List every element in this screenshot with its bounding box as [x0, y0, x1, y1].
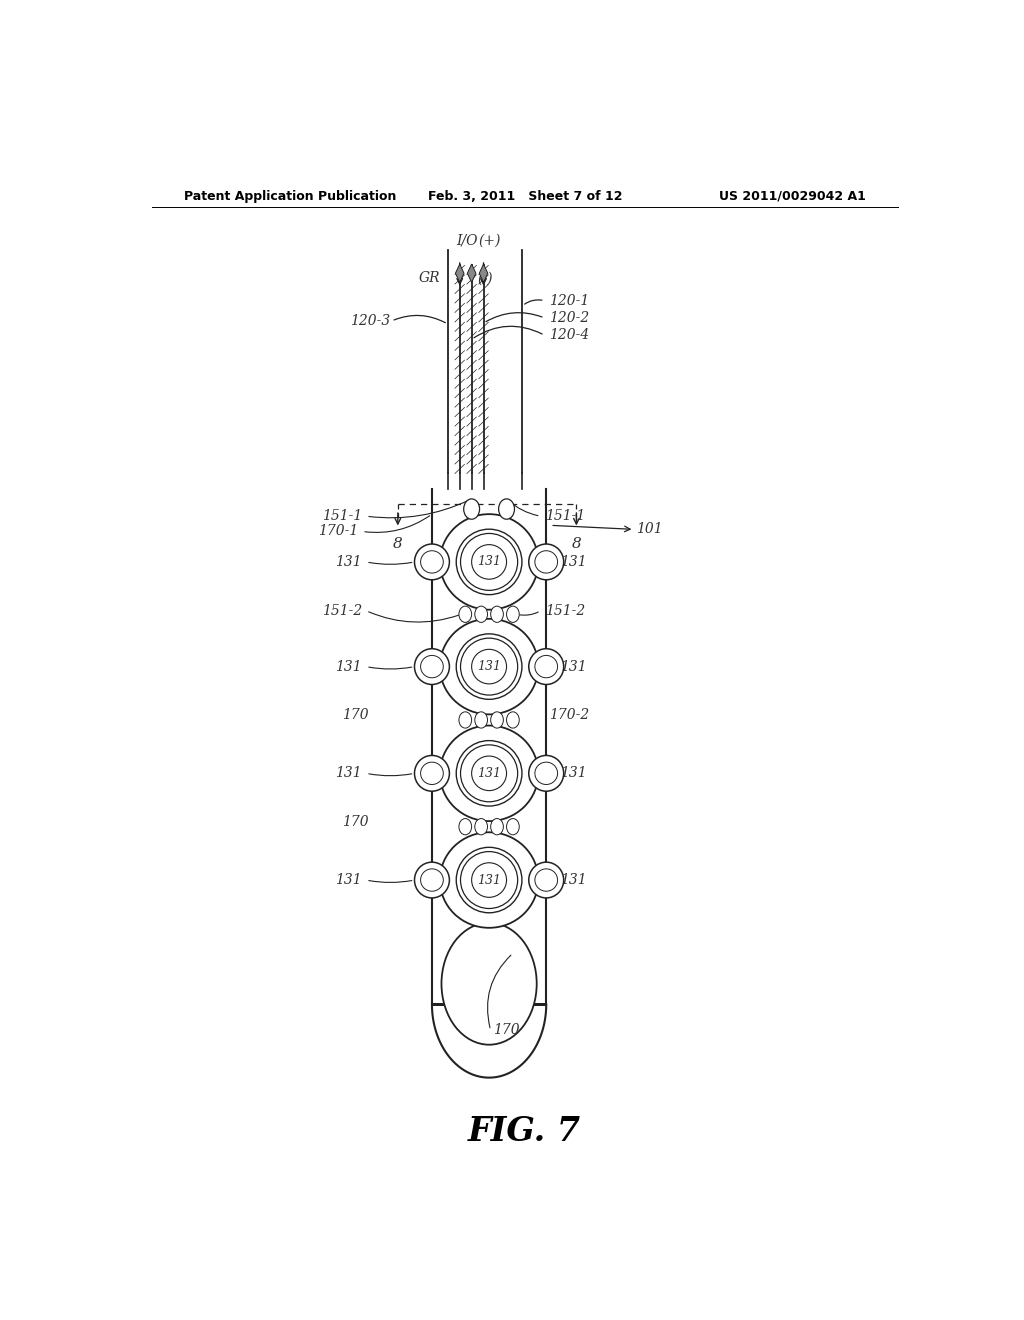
Text: (-): (-)	[477, 272, 493, 285]
Text: Feb. 3, 2011   Sheet 7 of 12: Feb. 3, 2011 Sheet 7 of 12	[428, 190, 622, 202]
Circle shape	[499, 499, 514, 519]
Text: 101: 101	[636, 523, 663, 536]
Ellipse shape	[472, 863, 507, 898]
Ellipse shape	[461, 533, 518, 590]
Text: 131: 131	[477, 556, 501, 569]
Text: 170: 170	[342, 709, 369, 722]
Ellipse shape	[535, 550, 558, 573]
Text: 120-4: 120-4	[549, 329, 589, 342]
Ellipse shape	[421, 656, 443, 677]
Polygon shape	[479, 264, 487, 282]
Text: 131: 131	[560, 554, 587, 569]
Ellipse shape	[440, 833, 539, 928]
Ellipse shape	[461, 851, 518, 908]
Text: 170: 170	[494, 1023, 520, 1038]
Ellipse shape	[457, 529, 522, 594]
Ellipse shape	[472, 545, 507, 579]
Ellipse shape	[528, 648, 563, 685]
Text: 8: 8	[571, 536, 582, 550]
Circle shape	[459, 818, 472, 834]
Ellipse shape	[440, 726, 539, 821]
Ellipse shape	[440, 619, 539, 714]
Ellipse shape	[535, 762, 558, 784]
Ellipse shape	[415, 648, 450, 685]
Ellipse shape	[421, 762, 443, 784]
Ellipse shape	[415, 755, 450, 791]
Polygon shape	[456, 264, 464, 282]
Circle shape	[507, 606, 519, 623]
Text: 131: 131	[336, 873, 362, 887]
Ellipse shape	[457, 847, 522, 912]
Circle shape	[464, 499, 479, 519]
Text: (+): (+)	[478, 234, 501, 248]
Ellipse shape	[415, 862, 450, 898]
Text: 131: 131	[336, 554, 362, 569]
Text: 170: 170	[342, 816, 369, 829]
Circle shape	[507, 711, 519, 729]
Text: 131: 131	[560, 873, 587, 887]
Text: 151-2: 151-2	[322, 603, 362, 618]
Ellipse shape	[528, 862, 563, 898]
Ellipse shape	[415, 544, 450, 579]
Circle shape	[490, 606, 504, 623]
Circle shape	[507, 818, 519, 834]
Ellipse shape	[421, 550, 443, 573]
Text: Patent Application Publication: Patent Application Publication	[183, 190, 396, 202]
Circle shape	[459, 606, 472, 623]
Circle shape	[441, 923, 537, 1044]
Circle shape	[490, 818, 504, 834]
Polygon shape	[467, 264, 476, 282]
Text: 151-2: 151-2	[545, 603, 585, 618]
Text: 151-1: 151-1	[322, 510, 362, 523]
Text: 131: 131	[477, 767, 501, 780]
Circle shape	[490, 711, 504, 729]
Circle shape	[475, 711, 487, 729]
Ellipse shape	[461, 638, 518, 696]
Text: 151-1: 151-1	[545, 510, 585, 523]
Ellipse shape	[535, 869, 558, 891]
Polygon shape	[432, 1005, 546, 1077]
Text: 170-1: 170-1	[317, 524, 358, 539]
Ellipse shape	[421, 869, 443, 891]
Text: 131: 131	[477, 874, 501, 887]
Text: FIG. 7: FIG. 7	[468, 1114, 582, 1147]
Ellipse shape	[528, 755, 563, 791]
Ellipse shape	[457, 741, 522, 807]
Ellipse shape	[535, 656, 558, 677]
Ellipse shape	[440, 515, 539, 610]
Text: 120-2: 120-2	[549, 312, 589, 325]
Ellipse shape	[528, 544, 563, 579]
Circle shape	[459, 711, 472, 729]
Text: 131: 131	[336, 767, 362, 780]
Text: I/O: I/O	[456, 234, 477, 248]
Circle shape	[475, 606, 487, 623]
Text: 120-1: 120-1	[549, 293, 589, 308]
Circle shape	[475, 818, 487, 834]
Ellipse shape	[472, 649, 507, 684]
Ellipse shape	[472, 756, 507, 791]
Text: 170-2: 170-2	[549, 709, 589, 722]
Text: 131: 131	[560, 767, 587, 780]
Ellipse shape	[461, 744, 518, 801]
Text: GR: GR	[418, 272, 440, 285]
Ellipse shape	[457, 634, 522, 700]
Text: 131: 131	[560, 660, 587, 673]
Text: 131: 131	[477, 660, 501, 673]
Text: 131: 131	[336, 660, 362, 673]
Text: US 2011/0029042 A1: US 2011/0029042 A1	[719, 190, 866, 202]
Text: 8: 8	[393, 536, 402, 550]
Text: 120-3: 120-3	[350, 314, 390, 329]
